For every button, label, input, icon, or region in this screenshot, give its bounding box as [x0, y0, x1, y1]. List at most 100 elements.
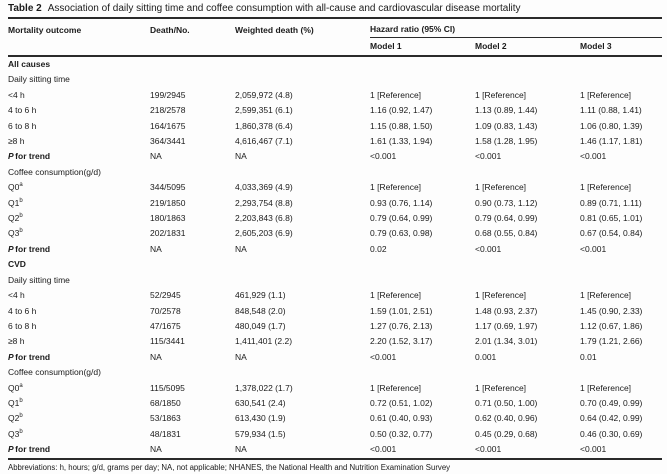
cell-model2-hr: 1 [Reference] — [475, 290, 527, 301]
cell-model1-hr: 1 [Reference] — [370, 290, 422, 301]
cell-model3-hr: 1.79 (1.21, 2.66) — [580, 336, 643, 347]
cell-model2-hr: 0.68 (0.55, 0.84) — [475, 228, 538, 239]
cell-model1-hr: <0.001 — [370, 151, 397, 162]
cell-model2-hr: 0.45 (0.29, 0.68) — [475, 428, 538, 439]
table-row: Q2b 180/1863 2,203,843 (6.8) 0.79 (0.64, 0.… — [8, 211, 662, 226]
cell-model3-hr: 1.12 (0.67, 1.86) — [580, 320, 643, 331]
cell-model3-hr: <0.001 — [580, 151, 607, 162]
cell-model3-hr: 1 [Reference] — [580, 89, 632, 100]
table-row: ≥8 h 364/3441 4,616,467 (7.1) 1.61 (1.33, 1… — [8, 134, 662, 149]
cell-weighted-death: 848,548 (2.0) — [235, 305, 286, 316]
cell-weighted-death: 613,430 (1.9) — [235, 413, 286, 424]
cell-weighted-death: 1,378,022 (1.7) — [235, 382, 293, 393]
cell-weighted-death: 4,616,467 (7.1) — [235, 136, 293, 147]
cell-model2-hr: 1.48 (0.93, 2.37) — [475, 305, 538, 316]
cell-weighted-death: 579,934 (1.5) — [235, 428, 286, 439]
cell-model1-hr: 1.16 (0.92, 1.47) — [370, 105, 433, 116]
cell-model1-hr: 1 [Reference] — [370, 89, 422, 100]
row-label: ≥8 h — [8, 336, 25, 347]
col-header-model-1: Model 1 — [370, 37, 475, 57]
cell-model1-hr: 0.79 (0.63, 0.98) — [370, 228, 433, 239]
cell-model1-hr: 0.50 (0.32, 0.77) — [370, 428, 433, 439]
cell-weighted-death: 2,605,203 (6.9) — [235, 228, 293, 239]
table-row: 6 to 8 h 164/1675 1,860,378 (6.4) 1.15 (0.8… — [8, 119, 662, 134]
table-row: All causes — [8, 56, 662, 72]
table-title: Table 2 Association of daily sitting time… — [8, 3, 662, 15]
header-spacer — [150, 37, 235, 57]
col-header-death-no: Death/No. — [150, 24, 190, 35]
cell-model2-hr: 2.01 (1.34, 3.01) — [475, 336, 538, 347]
row-label: Q0a — [8, 182, 23, 193]
cell-weighted-death: 480,049 (1.7) — [235, 320, 286, 331]
cell-model2-hr: 1.58 (1.28, 1.95) — [475, 136, 538, 147]
cell-model1-hr: 1 [Reference] — [370, 182, 422, 193]
cell-model1-hr: 0.93 (0.76, 1.14) — [370, 197, 433, 208]
cell-model1-hr: 1 [Reference] — [370, 382, 422, 393]
cell-model3-hr: 1.45 (0.90, 2.33) — [580, 305, 643, 316]
row-label: 6 to 8 h — [8, 320, 37, 331]
cell-weighted-death: 461,929 (1.1) — [235, 290, 286, 301]
cell-death-no: 115/5095 — [150, 382, 185, 393]
cell-model1-hr: 1.61 (1.33, 1.94) — [370, 136, 433, 147]
cell-model3-hr: 1 [Reference] — [580, 182, 632, 193]
cell-death-no: 199/2945 — [150, 89, 186, 100]
cell-death-no: NA — [150, 151, 162, 162]
cell-weighted-death: 1,860,378 (6.4) — [235, 120, 293, 131]
cell-model1-hr: 0.61 (0.40, 0.93) — [370, 413, 433, 424]
cell-death-no: 164/1675 — [150, 120, 186, 131]
table-row: 4 to 6 h 70/2578 848,548 (2.0) 1.59 (1.01, … — [8, 304, 662, 319]
table-number: Table 2 — [8, 3, 42, 14]
cell-weighted-death: NA — [235, 444, 247, 455]
row-label: 4 to 6 h — [8, 305, 37, 316]
cell-model3-hr: 1.11 (0.88, 1.41) — [580, 105, 642, 116]
header-row-1: Mortality outcome Death/No. Weighted dea… — [8, 18, 662, 38]
header-row-2: Model 1 Model 2 Model 3 — [8, 37, 662, 57]
cell-weighted-death: 2,203,843 (6.8) — [235, 213, 293, 224]
cell-model2-hr: 0.71 (0.50, 1.00) — [475, 397, 538, 408]
mortality-table: Mortality outcome Death/No. Weighted dea… — [8, 17, 662, 460]
cell-model2-hr: 1.17 (0.69, 1.97) — [475, 320, 538, 331]
cell-model3-hr: 1.46 (1.17, 1.81) — [580, 136, 643, 147]
table-row: 4 to 6 h 218/2578 2,599,351 (6.1) 1.16 (0.9… — [8, 103, 662, 118]
header-spacer — [8, 37, 150, 57]
cell-model1-hr: 0.02 — [370, 243, 387, 254]
subsection-label: Daily sitting time — [8, 274, 70, 285]
row-label: <4 h — [8, 89, 25, 100]
cell-model1-hr: 1.15 (0.88, 1.50) — [370, 120, 433, 131]
cell-model3-hr: 0.67 (0.54, 0.84) — [580, 228, 643, 239]
table-row: ≥8 h 115/3441 1,411,401 (2.2) 2.20 (1.52, 3… — [8, 334, 662, 349]
table-header: Mortality outcome Death/No. Weighted dea… — [8, 18, 662, 57]
col-header-model-3: Model 3 — [580, 37, 662, 57]
cell-weighted-death: 630,541 (2.4) — [235, 397, 286, 408]
row-label: Q0a — [8, 382, 23, 393]
table-row: Q3b 48/1831 579,934 (1.5) 0.50 (0.32, 0.77)… — [8, 427, 662, 442]
subsection-label: Daily sitting time — [8, 74, 70, 85]
cell-death-no: 48/1831 — [150, 428, 181, 439]
footnote-marker: b — [19, 197, 23, 204]
cell-weighted-death: NA — [235, 351, 247, 362]
cell-model3-hr: 0.46 (0.30, 0.69) — [580, 428, 643, 439]
cell-death-no: NA — [150, 444, 162, 455]
col-header-weighted-death: Weighted death (%) — [235, 24, 314, 35]
cell-model3-hr: 0.64 (0.42, 0.99) — [580, 413, 643, 424]
table-row: Q0a 115/5095 1,378,022 (1.7) 1 [Reference] 1… — [8, 381, 662, 396]
cell-model3-hr: 0.81 (0.65, 1.01) — [580, 213, 643, 224]
cell-death-no: 202/1831 — [150, 228, 186, 239]
table-row: Q3b 202/1831 2,605,203 (6.9) 0.79 (0.63, 0.… — [8, 226, 662, 241]
cell-model2-hr: 1 [Reference] — [475, 382, 527, 393]
cell-model1-hr: <0.001 — [370, 444, 397, 455]
row-label: ≥8 h — [8, 136, 25, 147]
cell-model3-hr: 0.89 (0.71, 1.11) — [580, 197, 642, 208]
header-spacer — [235, 37, 370, 57]
cell-model2-hr: 1.09 (0.83, 1.43) — [475, 120, 538, 131]
cell-model2-hr: 0.62 (0.40, 0.96) — [475, 413, 538, 424]
table-row: Daily sitting time — [8, 273, 662, 288]
col-header-hazard-ratio-group: Hazard ratio (95% CI) — [370, 18, 662, 38]
cell-model2-hr: <0.001 — [475, 444, 502, 455]
cell-model2-hr: <0.001 — [475, 151, 502, 162]
